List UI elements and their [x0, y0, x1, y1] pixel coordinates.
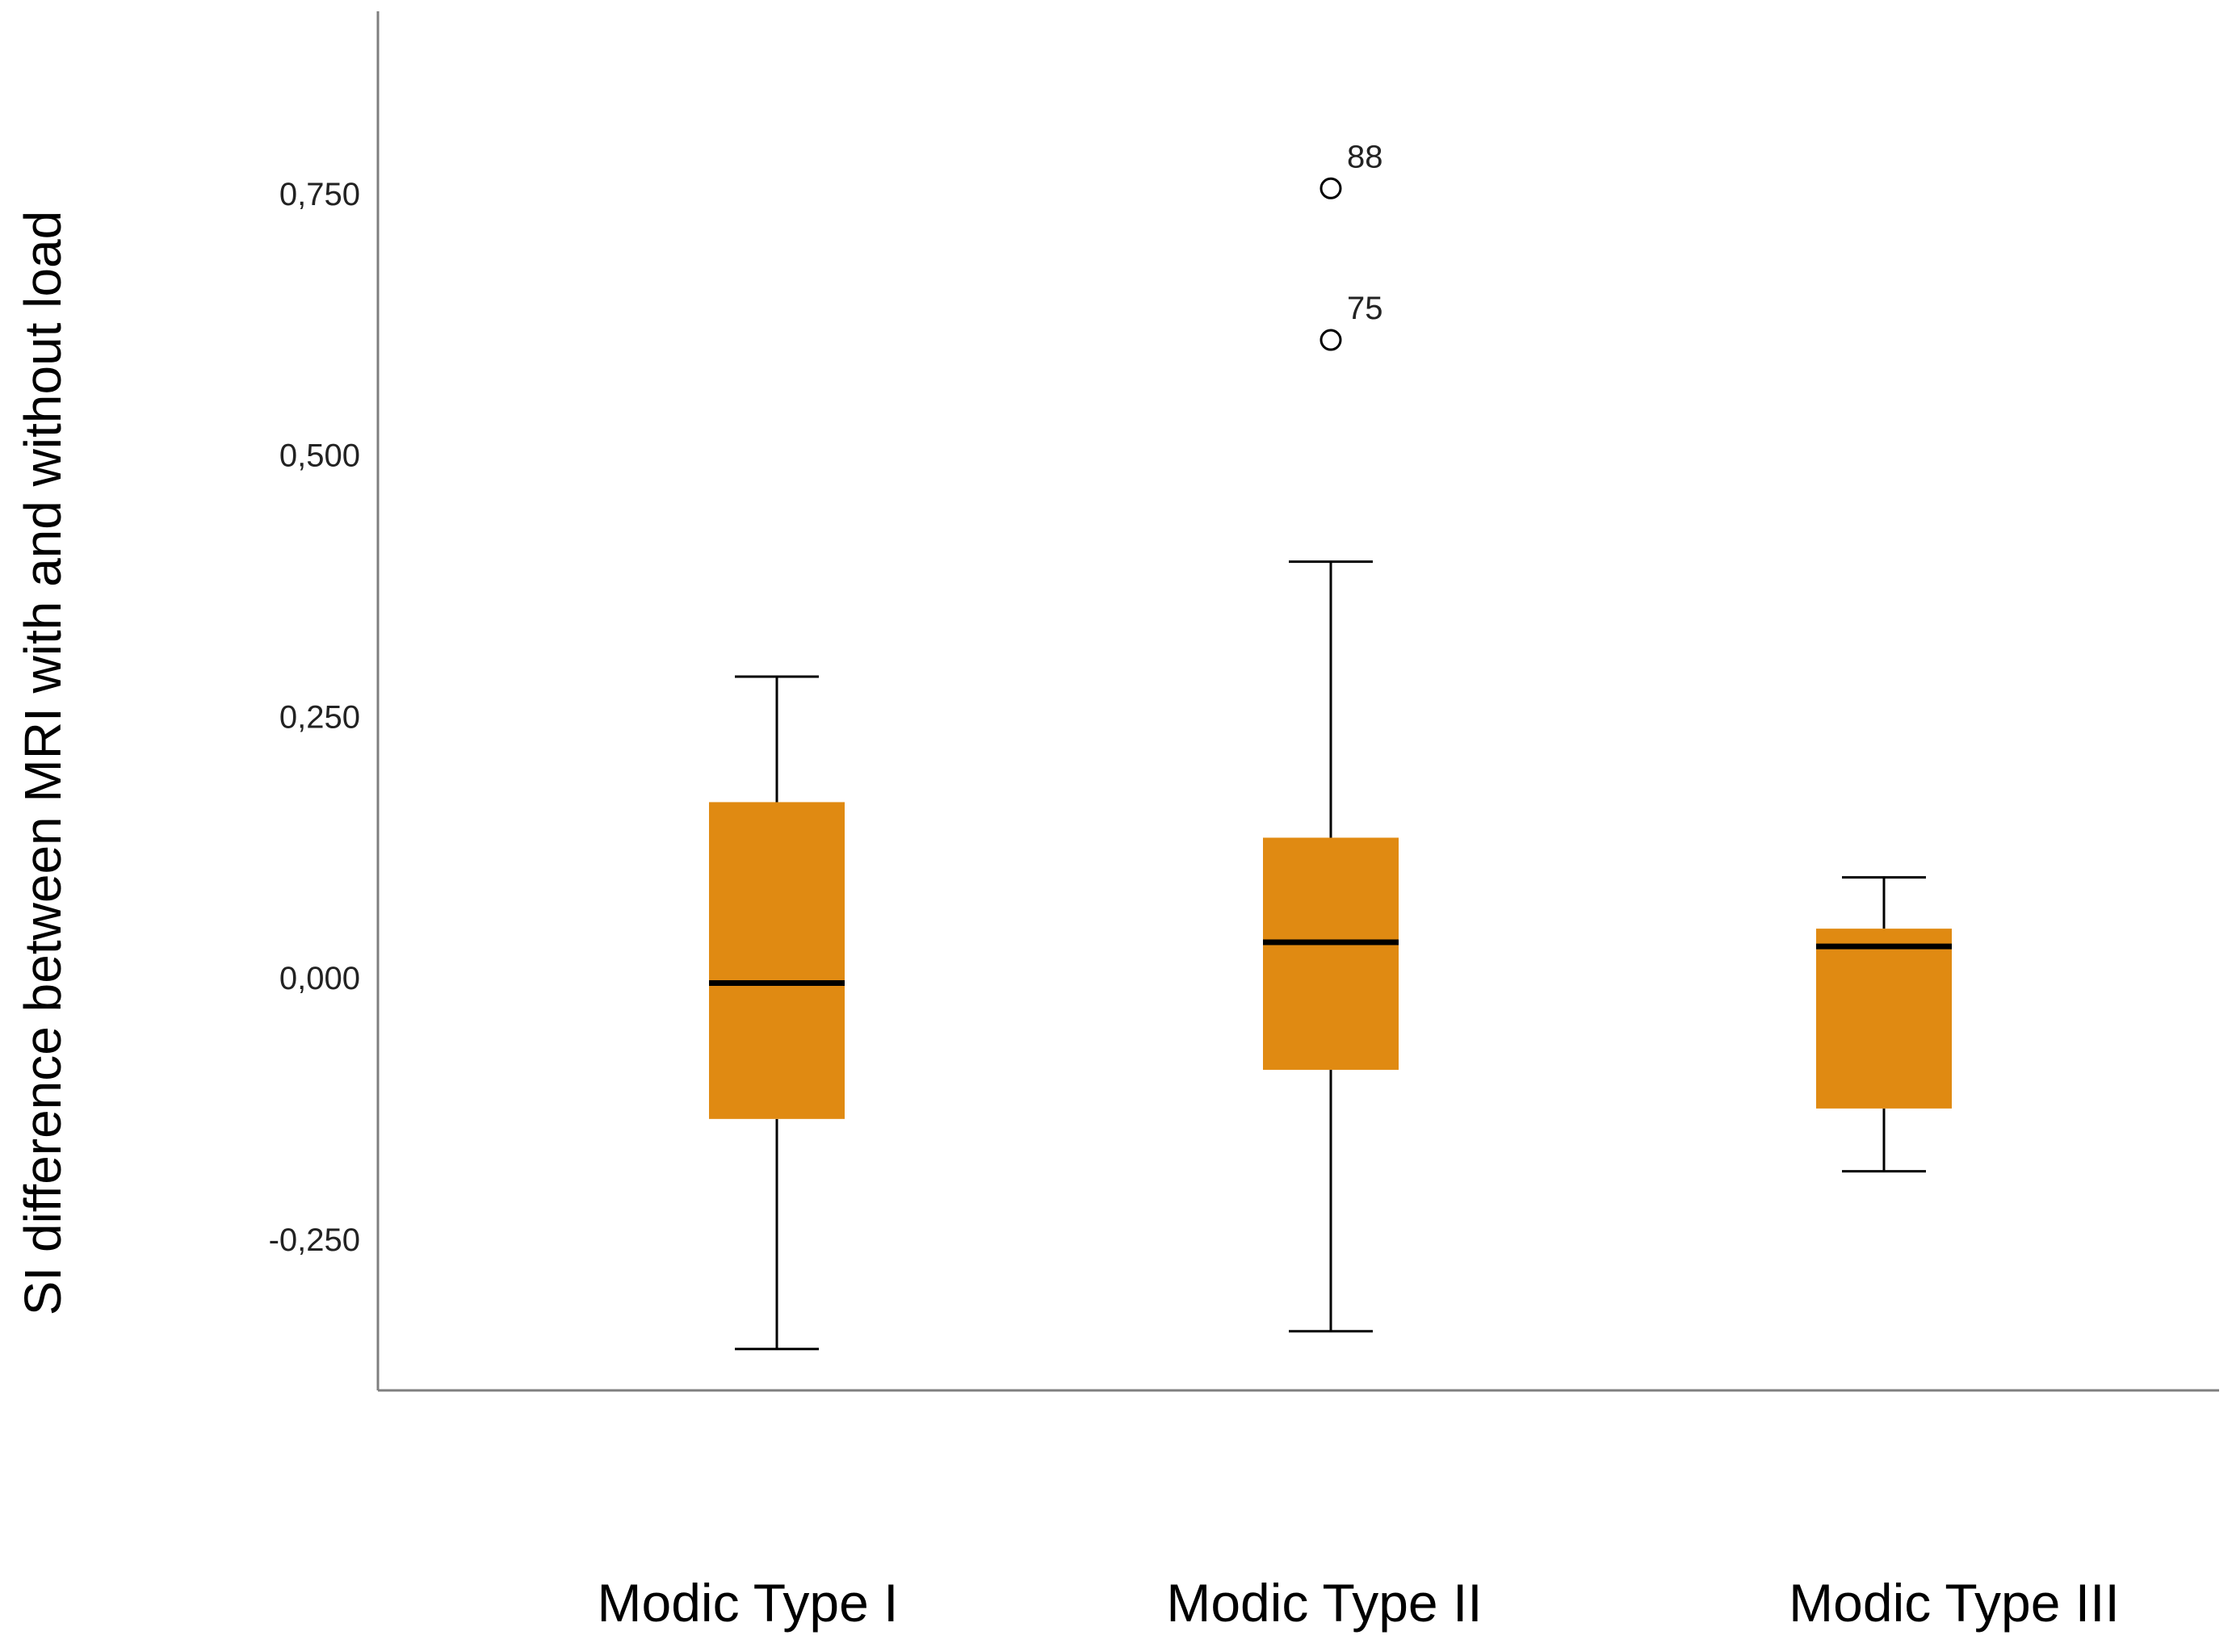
outlier-label: 88 — [1347, 139, 1383, 174]
outlier-point — [1319, 177, 1342, 199]
outlier-point — [1319, 329, 1342, 351]
y-tick-label: 0,750 — [279, 177, 360, 212]
box-group: 88 75 Modic Type II — [1166, 139, 1482, 1633]
y-tick-label: 0,250 — [279, 699, 360, 735]
iqr-box — [1263, 837, 1399, 1070]
x-category-label: Modic Type I — [598, 1573, 899, 1633]
y-tick-label: 0,500 — [279, 438, 360, 474]
x-category-label: Modic Type II — [1166, 1573, 1482, 1633]
y-axis-title: SI difference between MRI with and witho… — [14, 211, 72, 1316]
iqr-box — [709, 802, 845, 1119]
iqr-box — [1816, 929, 1952, 1109]
outlier-label: 75 — [1347, 291, 1383, 326]
box-group: Modic Type III — [1789, 876, 2120, 1633]
x-category-label: Modic Type III — [1789, 1573, 2120, 1633]
y-tick-label: 0,000 — [279, 961, 360, 996]
box-group: Modic Type I — [598, 675, 899, 1633]
y-tick-label: -0,250 — [269, 1222, 360, 1258]
